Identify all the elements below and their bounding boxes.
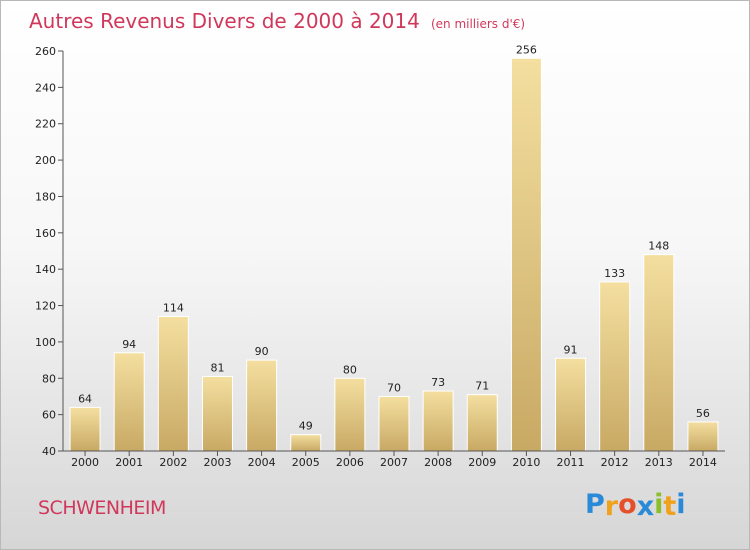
logo-letter: r	[604, 491, 619, 522]
y-tick-label: 100	[35, 336, 56, 349]
x-tick-label-2009: 2009	[468, 456, 496, 469]
data-label-2012: 133	[604, 267, 625, 280]
title-row: Autres Revenus Divers de 2000 à 2014 (en…	[29, 9, 525, 33]
bar-2011	[555, 357, 587, 452]
y-tick-label: 240	[35, 81, 56, 94]
x-tick-label-2005: 2005	[292, 456, 320, 469]
bar-2002	[157, 315, 189, 452]
y-tick-label: 80	[42, 372, 56, 385]
logo-letter: i	[676, 489, 686, 520]
bar-2013	[643, 254, 675, 452]
data-label-2011: 91	[564, 343, 578, 356]
x-tick-label-2010: 2010	[512, 456, 540, 469]
bar-2008	[422, 390, 454, 452]
x-tick-label-2012: 2012	[601, 456, 629, 469]
data-labels: 64 94 114 81 90 49 80 70 73 71 256 91 133 148 56	[78, 43, 710, 432]
x-tick-label-2014: 2014	[689, 456, 717, 469]
data-label-2001: 94	[122, 338, 136, 351]
bars	[69, 57, 719, 452]
y-tick-label: 180	[35, 190, 56, 203]
logo-letter: i	[654, 489, 664, 520]
data-label-2005: 49	[299, 420, 313, 433]
x-tick-label-2004: 2004	[248, 456, 276, 469]
logo-letter: t	[663, 491, 677, 522]
data-label-2013: 148	[648, 240, 669, 253]
logo-letter: o	[618, 489, 637, 520]
data-label-2009: 71	[475, 380, 489, 393]
data-label-2004: 90	[255, 345, 269, 358]
x-axis: 2000 2001 2002 2003 2004 2005 2006 2007 2008 2009…	[63, 450, 725, 469]
x-tick-label-2000: 2000	[71, 456, 99, 469]
x-tick-label-2003: 2003	[203, 456, 231, 469]
bar-2007	[378, 395, 410, 452]
logo-letter: P	[585, 489, 605, 520]
data-label-2002: 114	[163, 301, 184, 314]
data-label-2006: 80	[343, 363, 357, 376]
x-tick-label-2007: 2007	[380, 456, 408, 469]
bar-2003	[201, 375, 233, 452]
bar-2012	[599, 281, 631, 452]
y-tick-label: 140	[35, 263, 56, 276]
data-label-2014: 56	[696, 407, 710, 420]
data-label-2003: 81	[210, 361, 224, 374]
bar-2001	[113, 352, 145, 452]
data-label-2010: 256	[516, 43, 537, 56]
bar-2010	[510, 57, 542, 452]
commune-name: SCHWENHEIM	[38, 497, 166, 519]
bar-2006	[334, 377, 366, 452]
x-tick-label-2002: 2002	[159, 456, 187, 469]
y-tick-label: 200	[35, 154, 56, 167]
y-tick-label: 160	[35, 227, 56, 240]
chart-title: Autres Revenus Divers de 2000 à 2014	[29, 9, 420, 33]
data-label-2007: 70	[387, 381, 401, 394]
bar-2014	[687, 421, 719, 452]
bar-2005	[290, 434, 322, 452]
y-tick-label: 120	[35, 300, 56, 313]
bar-2004	[246, 359, 278, 452]
y-tick-label: 260	[35, 45, 56, 58]
logo-letter: x	[636, 491, 655, 522]
x-tick-label-2013: 2013	[645, 456, 673, 469]
y-tick-label: 220	[35, 118, 56, 131]
x-tick-label-2006: 2006	[336, 456, 364, 469]
y-axis: 40 60 80 100 120 140 160 180 200 220 240 260	[35, 45, 64, 458]
chart-unit: (en milliers d'€)	[430, 17, 526, 31]
y-tick-label: 40	[42, 445, 56, 458]
y-tick-label: 60	[42, 409, 56, 422]
x-tick-label-2008: 2008	[424, 456, 452, 469]
data-label-2008: 73	[431, 376, 445, 389]
bar-2009	[466, 394, 498, 452]
x-tick-label-2011: 2011	[557, 456, 585, 469]
x-tick-label-2001: 2001	[115, 456, 143, 469]
bar-2000	[69, 406, 101, 452]
proxiti-logo[interactable]: Proxiti	[585, 489, 686, 522]
data-label-2000: 64	[78, 392, 92, 405]
